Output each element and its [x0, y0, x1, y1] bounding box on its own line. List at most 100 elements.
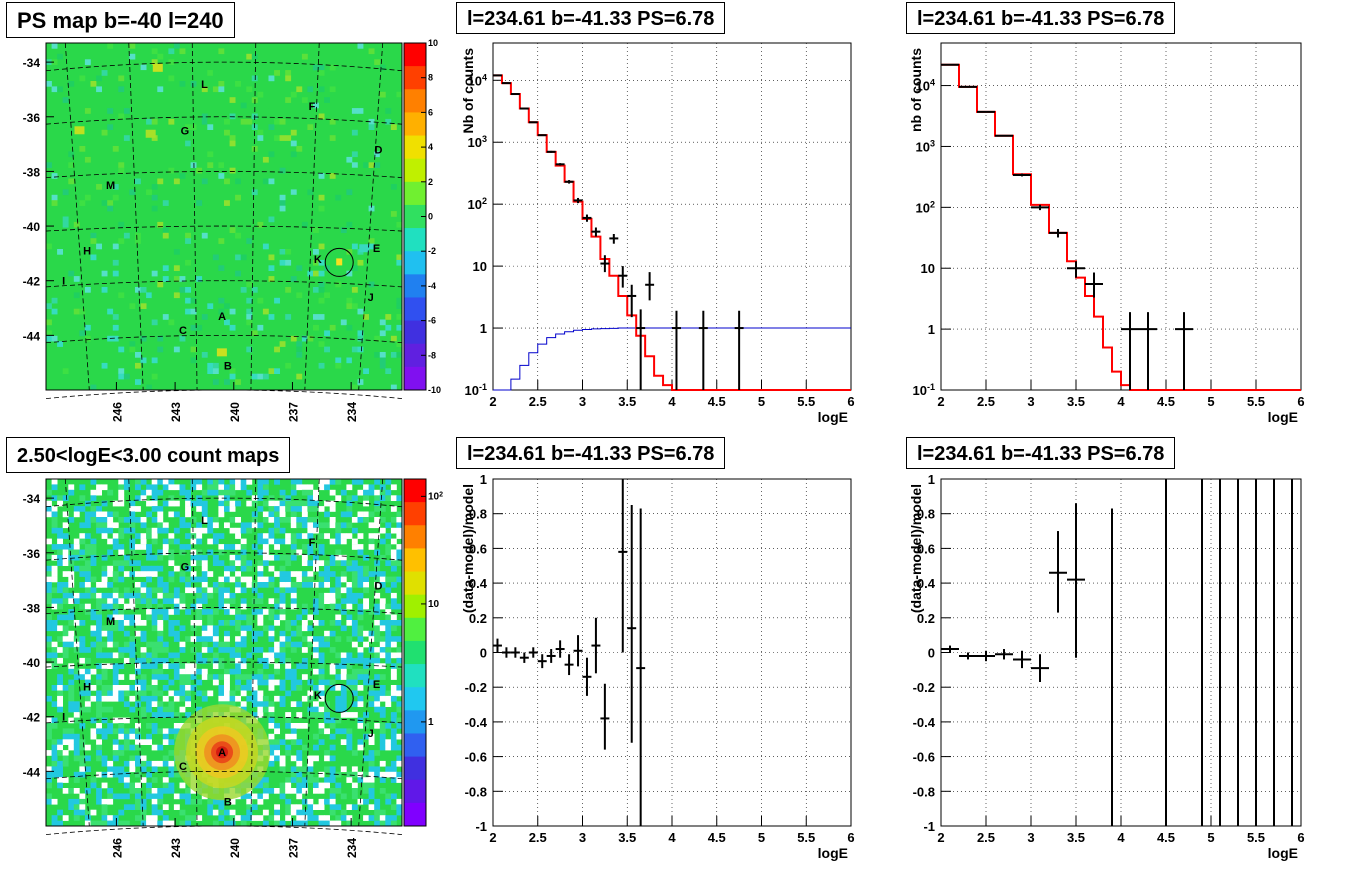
map-pixel — [151, 527, 158, 534]
map-pixel — [279, 500, 286, 507]
map-pixel — [151, 815, 158, 821]
map-pixel — [46, 750, 52, 756]
map-pixel — [151, 373, 158, 380]
map-pixel — [385, 647, 392, 653]
map-pixel — [324, 582, 330, 588]
map-pixel — [229, 647, 236, 653]
map-pixel — [257, 647, 264, 653]
map-pixel — [135, 495, 141, 501]
map-pixel — [385, 657, 392, 664]
map-pixel — [162, 544, 169, 550]
map-pixel — [190, 533, 197, 539]
map-pixel — [385, 723, 392, 729]
map-pixel — [307, 495, 314, 501]
map-pixel — [357, 308, 364, 315]
map-pixel — [84, 744, 91, 751]
map-pixel — [123, 373, 130, 380]
map-pixel — [118, 820, 125, 827]
map-pixel — [346, 804, 353, 810]
map-pixel — [212, 368, 219, 374]
map-pixel — [262, 500, 269, 507]
map-pixel — [301, 484, 308, 491]
map-pixel — [285, 657, 292, 664]
map-pixel — [224, 701, 230, 707]
map-pixel — [185, 124, 191, 130]
map-pixel — [318, 314, 325, 320]
map-pixel — [329, 522, 336, 529]
map-pixel — [307, 576, 314, 583]
map-pixel — [351, 357, 358, 364]
map-pixel — [229, 227, 236, 233]
map-pixel — [151, 788, 158, 794]
map-pixel — [329, 744, 336, 751]
map-pixel — [290, 129, 297, 136]
map-pixel — [335, 820, 342, 827]
map-pixel — [90, 506, 97, 512]
map-pixel — [307, 690, 314, 697]
map-pixel — [374, 500, 381, 507]
map-pixel — [179, 489, 186, 496]
map-pixel — [329, 500, 336, 507]
map-pixel — [357, 582, 364, 588]
map-pixel — [318, 522, 325, 529]
x-tick-label: 4 — [668, 394, 676, 409]
map-pixel — [196, 598, 203, 604]
map-pixel — [235, 641, 241, 648]
map-pixel — [157, 517, 164, 523]
map-pixel — [212, 489, 219, 496]
map-pixel — [196, 668, 203, 675]
map-pixel — [301, 723, 308, 729]
map-pixel — [196, 522, 203, 529]
map-pixel — [274, 479, 280, 485]
map-pixel — [307, 560, 314, 566]
map-pixel — [374, 576, 381, 583]
map-pixel — [51, 576, 58, 583]
map-pixel — [185, 522, 191, 529]
map-pixel — [101, 815, 108, 821]
map-pixel — [185, 297, 191, 304]
map-pixel — [146, 571, 152, 577]
map-pixel — [285, 75, 292, 82]
map-pixel — [90, 733, 97, 740]
map-pixel — [374, 151, 381, 158]
map-pixel — [357, 379, 364, 385]
map-pixel — [257, 679, 264, 686]
map-pixel — [251, 287, 258, 293]
map-pixel — [185, 140, 191, 147]
map-pixel — [123, 630, 130, 637]
map-pixel — [385, 744, 392, 751]
map-pixel — [135, 815, 141, 821]
map-pixel — [79, 706, 86, 713]
map-pixel — [151, 194, 158, 201]
map-pixel — [162, 276, 169, 282]
source-label: B — [224, 796, 232, 808]
map-pixel — [218, 489, 225, 496]
map-pixel — [324, 641, 330, 648]
map-pixel — [135, 739, 141, 745]
map-pixel — [385, 118, 392, 125]
map-pixel — [357, 549, 364, 556]
map-pixel — [224, 587, 230, 594]
map-pixel — [62, 554, 69, 561]
map-pixel — [290, 571, 297, 577]
map-pixel — [274, 815, 280, 821]
map-pixel — [390, 538, 397, 545]
map-pixel — [296, 685, 303, 691]
map-pixel — [351, 804, 358, 810]
map-pixel — [146, 527, 152, 534]
map-pixel — [290, 140, 297, 147]
map-pixel — [329, 647, 336, 653]
map-pixel — [257, 129, 264, 136]
map-pixel — [90, 576, 97, 583]
map-pixel — [290, 723, 297, 729]
map-pixel — [262, 308, 269, 315]
map-pixel — [251, 238, 258, 244]
x-axis-label: logE — [818, 845, 848, 861]
map-pixel — [218, 48, 225, 55]
map-pixel — [346, 156, 353, 163]
map-pixel — [318, 506, 325, 512]
map-pixel — [107, 663, 114, 669]
map-pixel — [129, 804, 136, 810]
residual-mid-title: l=234.61 b=-41.33 PS=6.78 — [456, 437, 726, 469]
map-pixel — [318, 576, 325, 583]
